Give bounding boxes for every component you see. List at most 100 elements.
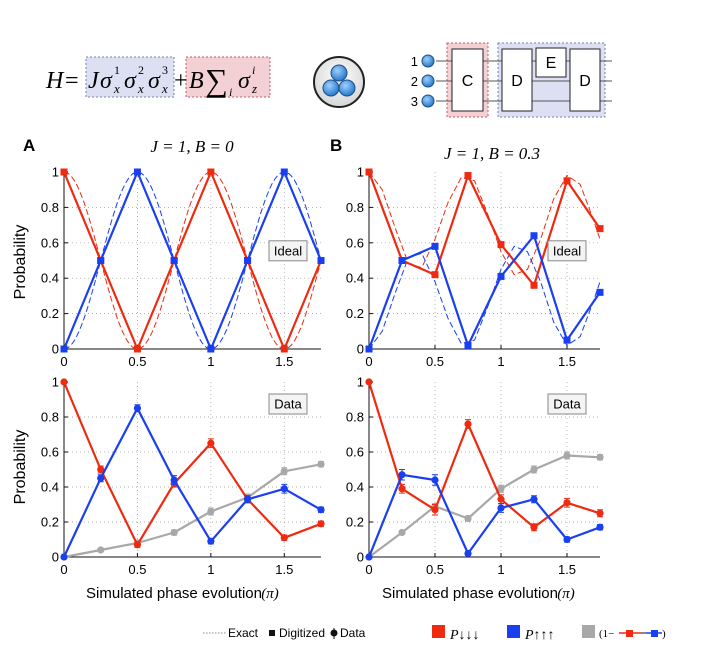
- data-point-red: [497, 241, 505, 249]
- x-tick-label: 0: [365, 562, 372, 577]
- data-point-blue: [596, 288, 604, 296]
- data-point-red: [365, 378, 373, 386]
- data-point-red: [563, 499, 571, 507]
- y-tick-label: 0.2: [346, 306, 364, 321]
- x-tick-label: 0: [60, 354, 67, 369]
- legend-digitized: Digitized: [279, 626, 325, 640]
- series-line-gray: [368, 454, 601, 558]
- y-tick-label: 1: [52, 375, 59, 390]
- qubit-label-1: 1: [411, 54, 418, 69]
- series-line-blue: [367, 473, 601, 558]
- sigma-z: σ: [238, 68, 251, 94]
- data-point-red: [497, 495, 505, 503]
- x-tick-label: 0.5: [426, 562, 444, 577]
- sigma-1-sub: x: [113, 81, 120, 96]
- y-tick-label: 0.8: [41, 200, 59, 215]
- b-coefficient: B: [189, 68, 204, 94]
- data-point-gray: [464, 514, 472, 523]
- data-point-blue: [170, 257, 178, 264]
- data-point-gray: [317, 460, 325, 468]
- data-point-red: [398, 485, 406, 493]
- sum-index: i: [229, 85, 232, 99]
- y-tick-label: 0.8: [41, 410, 59, 425]
- data-point-blue: [170, 476, 178, 484]
- legend-rest-open: (1−: [599, 628, 614, 640]
- data-point-red: [431, 271, 439, 279]
- data-point-blue: [464, 549, 472, 558]
- row-label: Ideal: [274, 243, 302, 258]
- data-point-gray: [563, 451, 571, 460]
- data-point-blue: [243, 495, 252, 503]
- y-tick-label: 1: [357, 375, 364, 390]
- ylabel-bottom: Probability: [12, 430, 29, 505]
- legend-rest-blue-marker: [651, 630, 658, 637]
- x-tick-label: 0.5: [128, 354, 146, 369]
- data-point-blue: [563, 336, 571, 344]
- sigma-3-sup: 3: [162, 63, 168, 77]
- legend-blue-swatch: [507, 625, 520, 638]
- ylabel-top: Probability: [12, 225, 29, 300]
- x-tick-label: 0.5: [426, 354, 444, 369]
- sigma-3-sub: x: [161, 81, 168, 96]
- gate-c-label: C: [462, 73, 474, 90]
- data-point-red: [207, 168, 215, 176]
- legend-gray-swatch: [582, 625, 595, 638]
- gate-d-first-label: D: [511, 73, 523, 90]
- qubit-label-3: 3: [411, 94, 418, 109]
- circuit-diagram: 1 2 3 C D E D: [411, 42, 612, 118]
- data-point-blue: [133, 168, 141, 176]
- data-point-gray: [97, 546, 105, 554]
- sum-symbol: ∑: [205, 62, 228, 98]
- data-point-blue: [207, 345, 215, 353]
- data-point-red: [133, 541, 142, 549]
- data-point-blue: [317, 257, 325, 264]
- gate-d-second-label: D: [579, 73, 591, 90]
- y-tick-label: 0: [357, 550, 364, 565]
- data-point-blue: [398, 471, 406, 479]
- data-point-blue: [133, 404, 142, 412]
- x-tick-label: 1: [207, 354, 214, 369]
- data-point-red: [97, 465, 105, 474]
- data-point-red: [563, 177, 571, 185]
- data-point-blue: [596, 523, 604, 531]
- row-label: Ideal: [553, 243, 581, 258]
- legend-data-swatch: [330, 628, 338, 639]
- y-tick-label: 0.2: [346, 515, 364, 530]
- y-tick-label: 0.6: [346, 445, 364, 460]
- legend-red-swatch: [432, 625, 445, 638]
- y-tick-label: 0.2: [41, 306, 59, 321]
- x-tick-label: 1: [497, 562, 504, 577]
- data-point-red: [431, 506, 439, 514]
- xlabel-right: Simulated phase evolution (π): [382, 585, 575, 602]
- data-point-blue: [244, 257, 252, 264]
- row-label-box: [547, 240, 587, 262]
- plot-a-data: 0 0.5 1 1.5 0 0.2 0.4 0.6 0.8 1 Data: [41, 375, 325, 577]
- series-line-gray: [63, 463, 322, 559]
- hamiltonian-lhs: H: [45, 68, 65, 94]
- data-point-blue: [431, 242, 439, 250]
- sigma-2-sup: 2: [138, 63, 144, 77]
- sigma-1: σ: [100, 68, 113, 94]
- data-point-blue: [530, 495, 538, 503]
- data-point-gray: [398, 528, 406, 537]
- xlabel-left-unit: (π): [261, 586, 279, 602]
- data-point-red: [317, 520, 325, 528]
- x-tick-label: 1.5: [275, 562, 293, 577]
- exact-curve-red: [63, 171, 322, 350]
- x-tick-label: 1.5: [275, 354, 293, 369]
- sigma-2: σ: [124, 68, 137, 94]
- hamiltonian-equals: =: [65, 68, 79, 94]
- legend-digitized-swatch: [269, 630, 275, 636]
- panel-a-title: J = 1, B = 0: [150, 137, 234, 156]
- data-point-blue: [60, 345, 68, 353]
- y-tick-label: 0: [357, 342, 364, 357]
- data-point-blue: [207, 537, 215, 545]
- qubit-label-2: 2: [411, 74, 418, 89]
- data-point-gray: [170, 528, 178, 537]
- three-qubit-icon: [313, 56, 365, 108]
- j-coefficient: J: [88, 68, 100, 94]
- gate-e: [535, 47, 567, 78]
- data-point-blue: [365, 345, 373, 353]
- gate-d-second: [569, 48, 601, 112]
